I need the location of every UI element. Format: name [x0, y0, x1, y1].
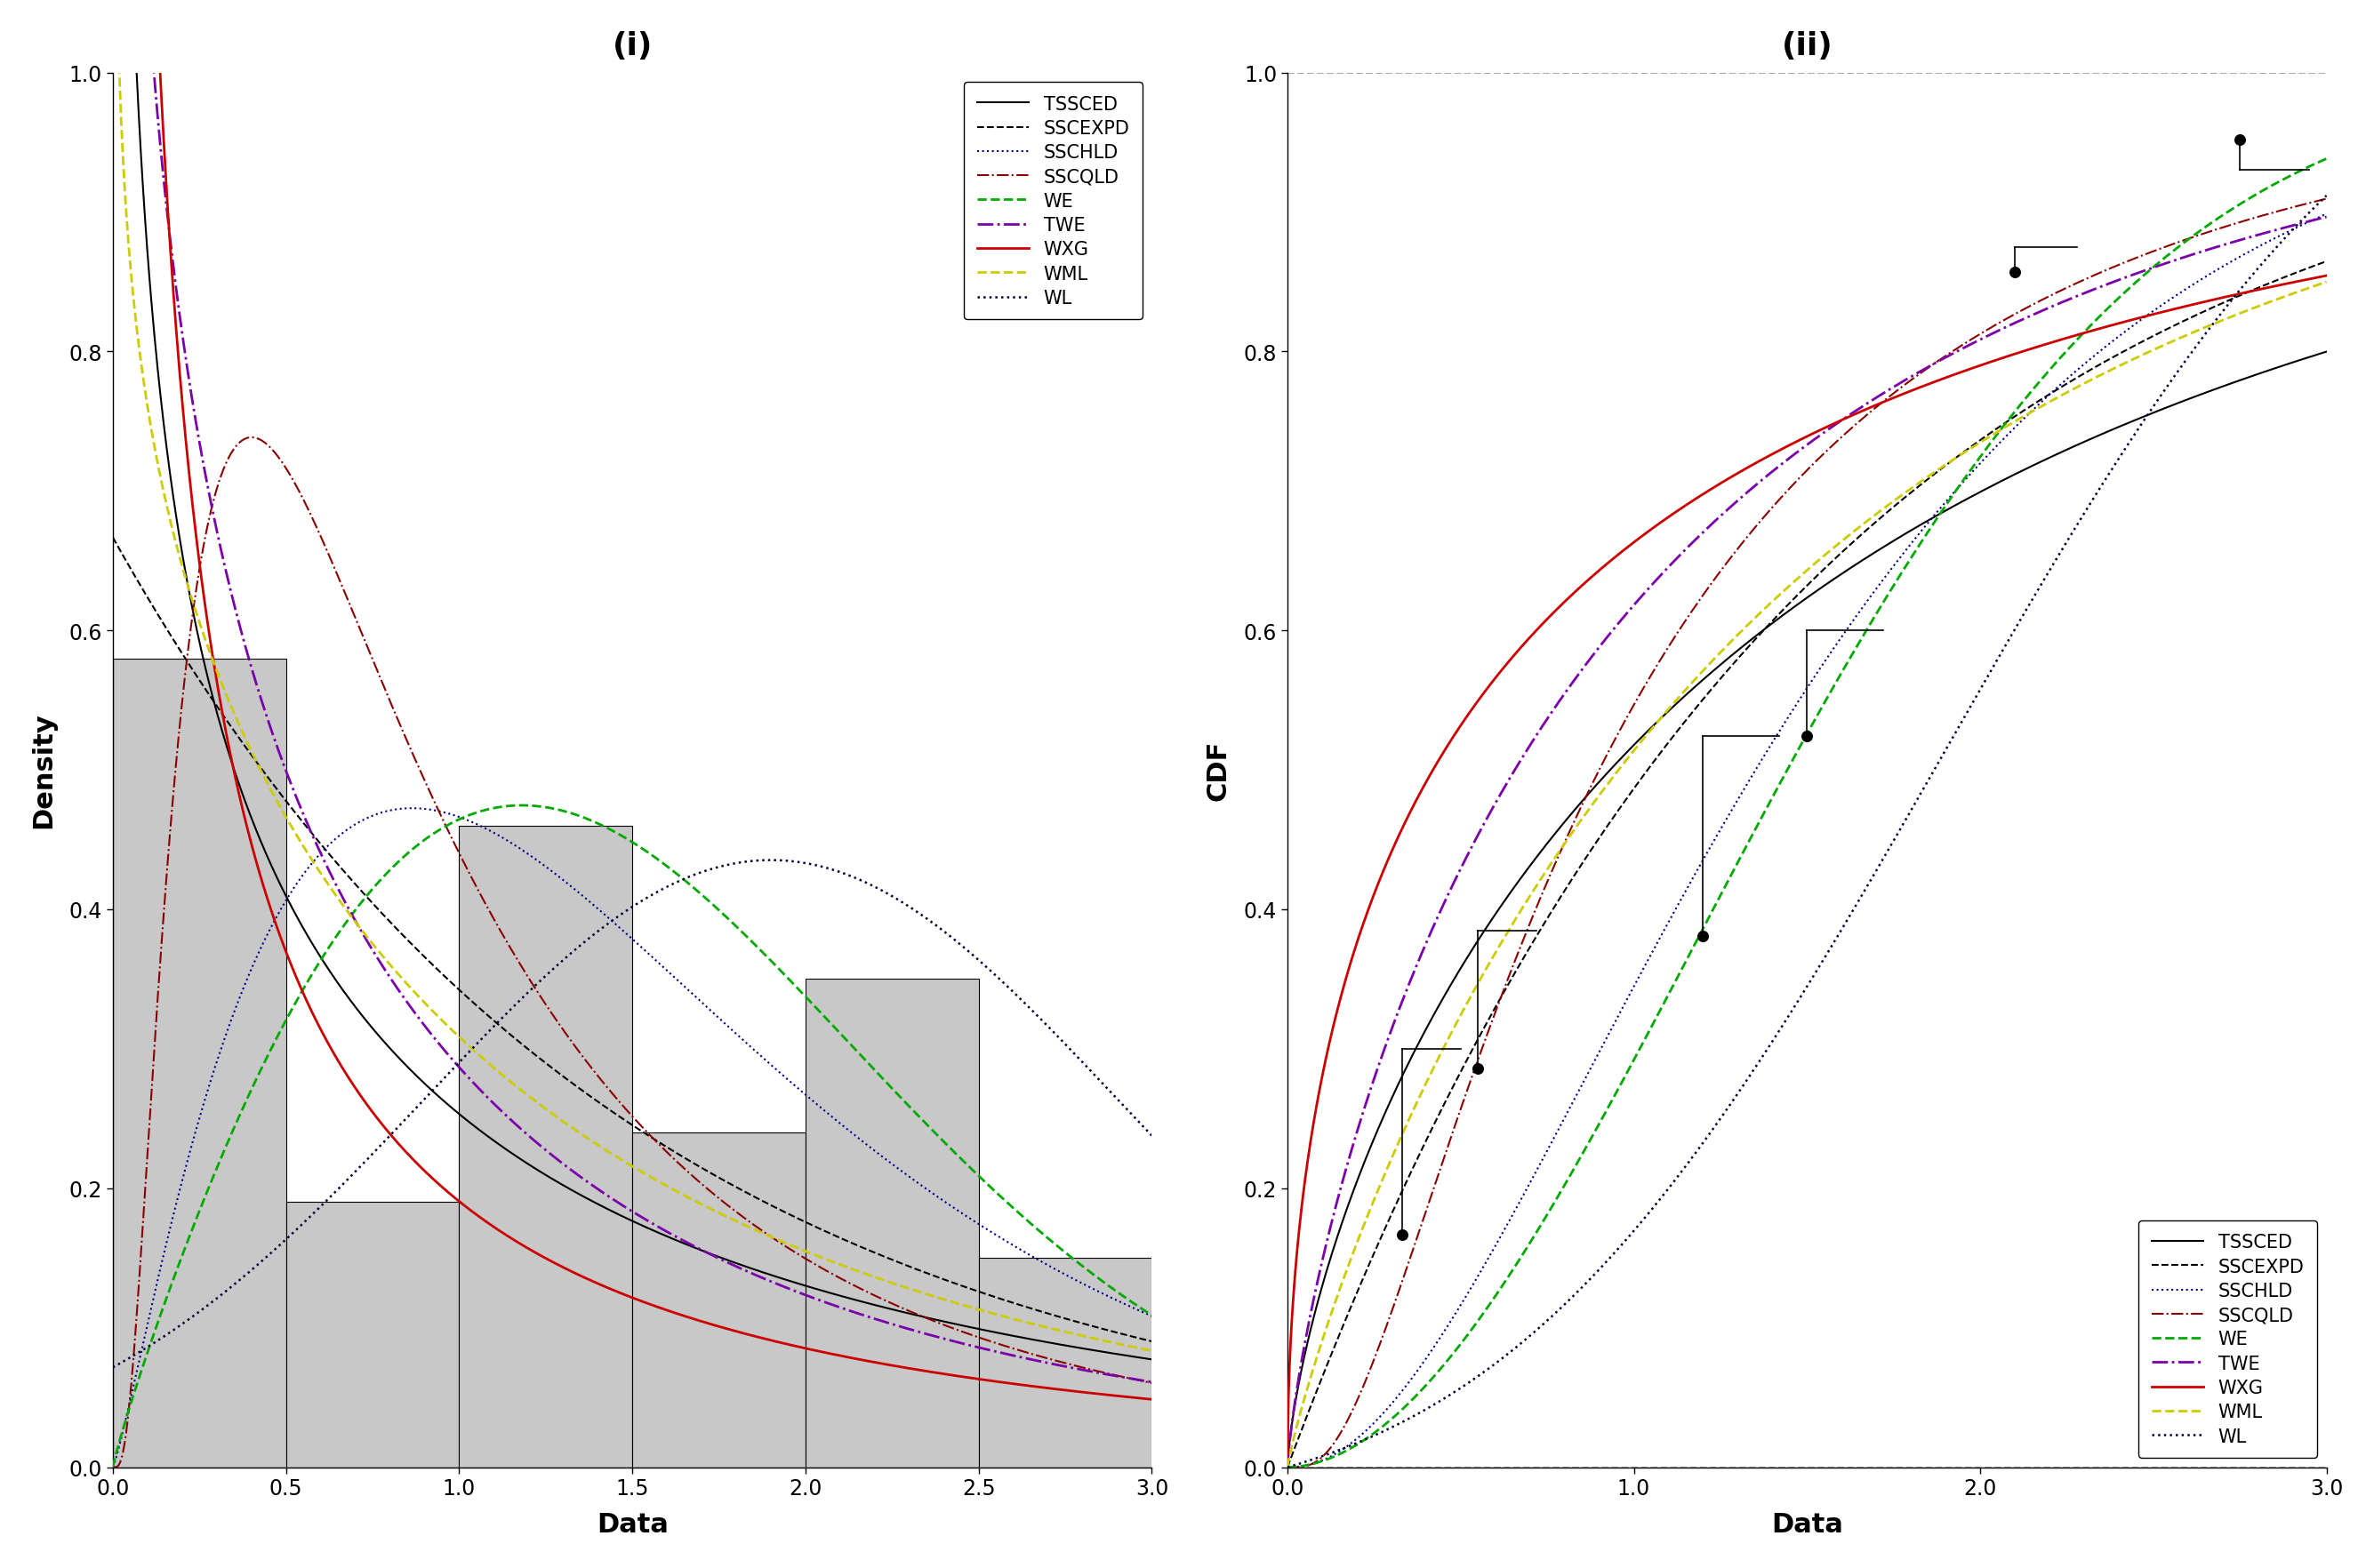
Point	[1460, 1055, 1498, 1080]
Title: (i): (i)	[612, 31, 653, 61]
Title: (ii): (ii)	[1780, 31, 1833, 61]
X-axis label: Data: Data	[596, 1512, 669, 1537]
Bar	[978, 1258, 1151, 1468]
Bar	[458, 826, 631, 1468]
Point	[1683, 924, 1721, 949]
Legend: TSSCED, SSCEXPD, SSCHLD, SSCQLD, WE, TWE, WXG, WML, WL: TSSCED, SSCEXPD, SSCHLD, SSCQLD, WE, TWE…	[964, 83, 1142, 320]
Point	[2222, 127, 2260, 152]
Bar	[805, 980, 978, 1468]
X-axis label: Data: Data	[1771, 1512, 1842, 1537]
Point	[1788, 724, 1826, 750]
Bar	[114, 659, 285, 1468]
Y-axis label: CDF: CDF	[1206, 740, 1232, 801]
Y-axis label: Density: Density	[31, 712, 57, 828]
Point	[1382, 1221, 1420, 1247]
Bar	[631, 1132, 805, 1468]
Legend: TSSCED, SSCEXPD, SSCHLD, SSCQLD, WE, TWE, WXG, WML, WL: TSSCED, SSCEXPD, SSCHLD, SSCQLD, WE, TWE…	[2139, 1220, 2317, 1458]
Bar	[285, 1203, 458, 1468]
Point	[1997, 260, 2035, 285]
